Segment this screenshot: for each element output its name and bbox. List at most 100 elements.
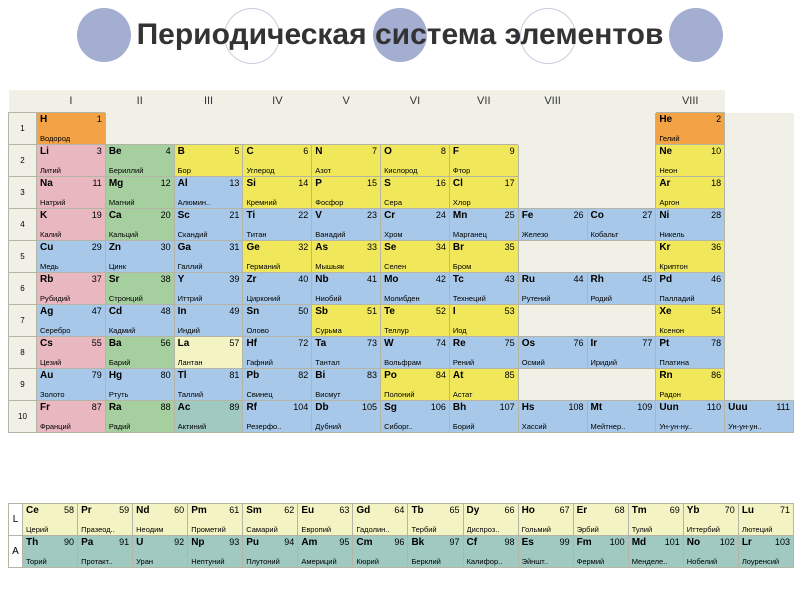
element-number: 30 [161,242,171,252]
element-cell: S16Сера [381,177,450,209]
element-number: 47 [92,306,102,316]
element-symbol: Lu [742,505,754,516]
element-cell: B5Бор [174,145,243,177]
element-name: Актиний [178,422,241,431]
element-name: Прометий [191,525,240,534]
element-symbol: Pt [659,338,669,349]
element-cell: I53Иод [449,305,518,337]
element-cell: Mg12Магний [105,177,174,209]
element-number: 101 [665,537,680,547]
period-number: 2 [9,145,37,177]
element-cell: Br35Бром [449,241,518,273]
element-number: 107 [500,402,515,412]
element-cell: Pr59Празеод.. [78,504,133,536]
element-name: Рубидий [40,294,103,303]
element-cell: Lr103Лоуренсий [738,536,793,568]
element-cell: N7Азот [312,145,381,177]
element-number: 21 [229,210,239,220]
element-number: 105 [362,402,377,412]
element-symbol: Cr [384,210,395,221]
empty-cell [105,113,174,145]
element-symbol: I [453,306,456,317]
element-number: 85 [505,370,515,380]
element-cell: W74Вольфрам [381,337,450,369]
element-cell: Tm69Тулий [628,504,683,536]
element-number: 66 [505,505,515,515]
element-symbol: Pu [246,537,259,548]
element-name: Бор [178,166,241,175]
element-symbol: Sr [109,274,120,285]
period-number: 5 [9,241,37,273]
element-symbol: Ir [591,338,598,349]
period-number: 7 [9,305,37,337]
element-symbol: Mg [109,178,123,189]
element-cell: Ho67Гольмий [518,504,573,536]
element-cell: Fm100Фермий [573,536,628,568]
element-name: Рений [453,358,516,367]
element-symbol: C [246,146,253,157]
element-symbol: Np [191,537,204,548]
element-symbol: Ar [659,178,670,189]
element-name: Хлор [453,198,516,207]
element-name: Нептуний [191,557,240,566]
element-cell: Na11Натрий [37,177,106,209]
element-number: 39 [229,274,239,284]
element-cell: Rb37Рубидий [37,273,106,305]
element-symbol: Au [40,370,53,381]
element-number: 56 [161,338,171,348]
element-cell: Uun110Ун-ун-ну.. [656,401,725,433]
element-symbol: Ne [659,146,672,157]
element-symbol: Hg [109,370,122,381]
element-symbol: Ce [26,505,39,516]
element-cell: C6Углерод [243,145,312,177]
element-name: Астат [453,390,516,399]
element-cell: Pm61Прометий [188,504,243,536]
element-number: 111 [776,402,790,412]
element-symbol: K [40,210,47,221]
element-number: 82 [298,370,308,380]
element-name: Калифор.. [467,557,516,566]
element-name: Сиборг.. [384,422,447,431]
element-name: Неодим [136,525,185,534]
element-cell: Al13Алюмин.. [174,177,243,209]
element-number: 41 [367,274,377,284]
element-number: 87 [92,402,102,412]
element-symbol: Rn [659,370,672,381]
element-cell: Be4Бериллий [105,145,174,177]
element-symbol: Po [384,370,397,381]
element-name: Празеод.. [81,525,130,534]
element-name: Протакт.. [81,557,130,566]
lanth-actin-rows: LCe58ЦерийPr59Празеод..Nd60НеодимPm61Про… [8,503,794,568]
element-name: Золото [40,390,103,399]
element-number: 92 [174,537,184,547]
empty-cell [518,241,587,273]
element-cell: H1Водород [37,113,106,145]
element-number: 109 [637,402,652,412]
element-symbol: Bh [453,402,466,413]
element-name: Магний [109,198,172,207]
element-name: Торий [26,557,75,566]
element-symbol: Uuu [728,402,747,413]
element-symbol: Ta [315,338,326,349]
empty-cell [725,273,794,305]
element-name: Селен [384,262,447,271]
element-symbol: Er [577,505,588,516]
element-number: 50 [298,306,308,316]
element-symbol: Fe [522,210,534,221]
empty-cell [243,113,312,145]
element-cell: P15Фосфор [312,177,381,209]
element-number: 44 [573,274,583,284]
element-symbol: Th [26,537,38,548]
element-symbol: Gd [356,505,370,516]
element-symbol: Rh [591,274,604,285]
element-cell: Ta73Тантал [312,337,381,369]
element-number: 49 [229,306,239,316]
element-symbol: W [384,338,393,349]
element-symbol: Ba [109,338,122,349]
element-cell: Mt109Мейтнер.. [587,401,656,433]
element-name: Борий [453,422,516,431]
element-number: 6 [303,146,308,156]
element-symbol: Ac [178,402,191,413]
element-name: Теллур [384,326,447,335]
element-symbol: Br [453,242,464,253]
